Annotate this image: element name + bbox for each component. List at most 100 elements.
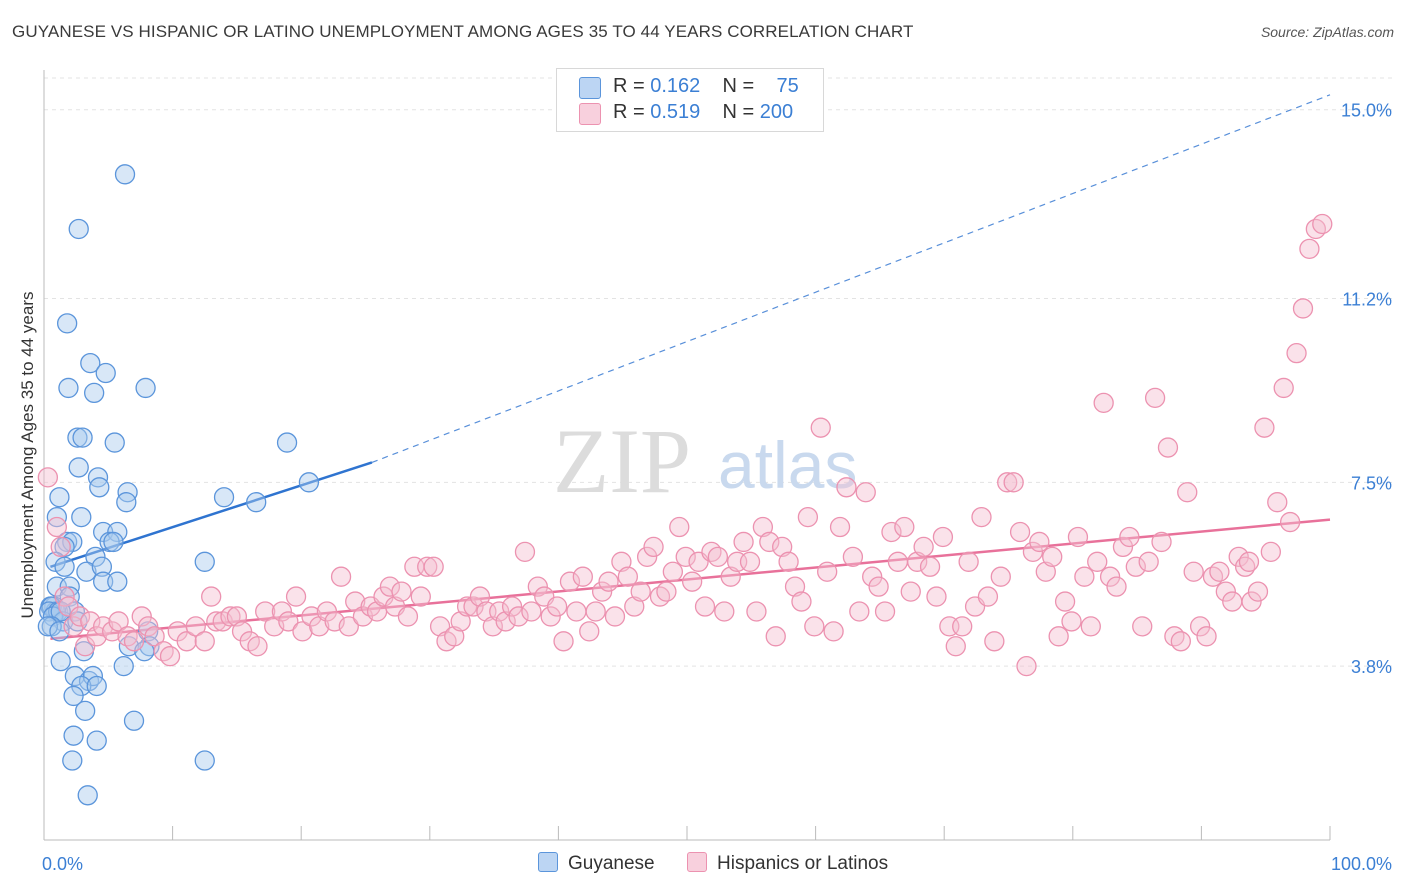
guyanese-point [77,785,98,806]
hispanic-point [159,646,181,667]
hispanic-point [784,576,806,597]
hispanic-point [1209,561,1230,582]
hispanic-point [714,601,735,622]
y-axis-label: Unemployment Among Ages 35 to 44 years [18,292,37,619]
hispanic-point [1087,551,1108,572]
blue-swatch [579,77,601,99]
r-label: R = [613,101,645,123]
x-tick-label: 100.0% [1331,854,1392,874]
hispanic-point [1144,387,1166,409]
hispanic-point [791,591,812,612]
hispanic-point [842,546,864,567]
hispanic-point [46,516,68,538]
hispanic-point [463,596,484,617]
guyanese-point [80,352,101,374]
guyanese-point [298,472,320,493]
blue-swatch [538,852,558,872]
guyanese-point [135,377,156,399]
hispanic-point [572,566,593,587]
guyanese-point [85,546,106,567]
hispanic-point [1267,492,1288,513]
hispanic-point [176,631,197,652]
hispanic-point [1215,581,1236,602]
hispanic-point [694,596,716,617]
legend-item-hispanic[interactable]: Hispanics or Latinos [687,852,888,875]
hispanic-point [144,626,165,647]
hispanic-point [611,551,632,572]
stats-text: R = 0.162 N = 75 [613,75,799,98]
hispanic-point [598,571,619,592]
guyanese-point [213,487,235,508]
hispanic-point [1241,591,1262,612]
hispanic-point [797,506,819,528]
hispanic-point [1042,546,1063,567]
y-tick-label: 15.0% [1341,101,1392,121]
guyanese-point [116,492,137,513]
stats-legend: R = 0.162 N = 75 R = 0.519 N = 200 [556,68,824,132]
n-value: 75 [776,75,799,97]
hispanic-point [733,531,754,553]
hispanic-point [185,616,206,637]
hispanic-point [990,566,1011,587]
n-label: N = [722,75,755,97]
hispanic-point [527,576,548,597]
hispanic-point [50,536,71,558]
hispanic-point [604,606,626,627]
hispanic-point [900,581,921,602]
legend-item-guyanese[interactable]: Guyanese [538,852,655,875]
guyanese-point [246,492,267,513]
hispanic-point [1125,556,1146,577]
hispanic-point [772,536,793,558]
n-label: N = [722,101,755,123]
hispanic-point [1177,482,1198,503]
hispanic-point [636,546,658,567]
hispanic-point [926,586,947,607]
hispanic-point [919,556,941,577]
guyanese-point [89,477,110,498]
hispanic-point [977,586,999,607]
hispanic-point [907,551,928,572]
hispanic-point [86,626,107,647]
hispanic-point [379,576,401,597]
hispanic-point [952,616,973,637]
hispanic-point [1286,343,1307,364]
hispanic-point [285,586,307,607]
hispanic-point [630,581,651,602]
hispanic-point [1279,511,1301,533]
stats-text: R = 0.519 N = 200 [613,101,793,124]
hispanic-point [397,606,419,627]
hispanic-point [508,606,529,627]
hispanic-point [624,596,645,617]
guyanese-point [63,685,84,707]
hispanic-point [201,586,222,607]
hispanic-point [829,516,851,538]
legend-label: Guyanese [568,853,655,874]
hispanic-point [1292,298,1314,319]
hispanic-point [247,636,268,657]
hispanic-point [823,621,844,642]
hispanic-point [330,566,352,587]
guyanese-point [71,506,92,528]
hispanic-point [226,606,248,627]
hispanic-point [553,631,574,652]
guyanese-point [114,164,136,185]
x-tick-label: 0.0% [42,854,83,874]
hispanic-point [469,586,491,607]
guyanese-point [104,432,125,453]
hispanic-point [417,556,438,577]
hispanic-point [123,631,145,652]
hispanic-point [1151,531,1172,553]
hispanic-point [1170,631,1191,652]
hispanic-point [1228,546,1249,567]
hispanic-point [495,611,516,632]
hispanic-point [37,467,59,488]
hispanic-point [874,601,896,622]
guyanese-point [54,556,75,577]
hispanic-point [1074,566,1095,587]
hispanic-point [1238,551,1260,572]
hispanic-point [707,546,729,567]
hispanic-point [1061,611,1082,632]
guyanese-point [86,730,107,751]
guyanese-point [49,487,70,508]
